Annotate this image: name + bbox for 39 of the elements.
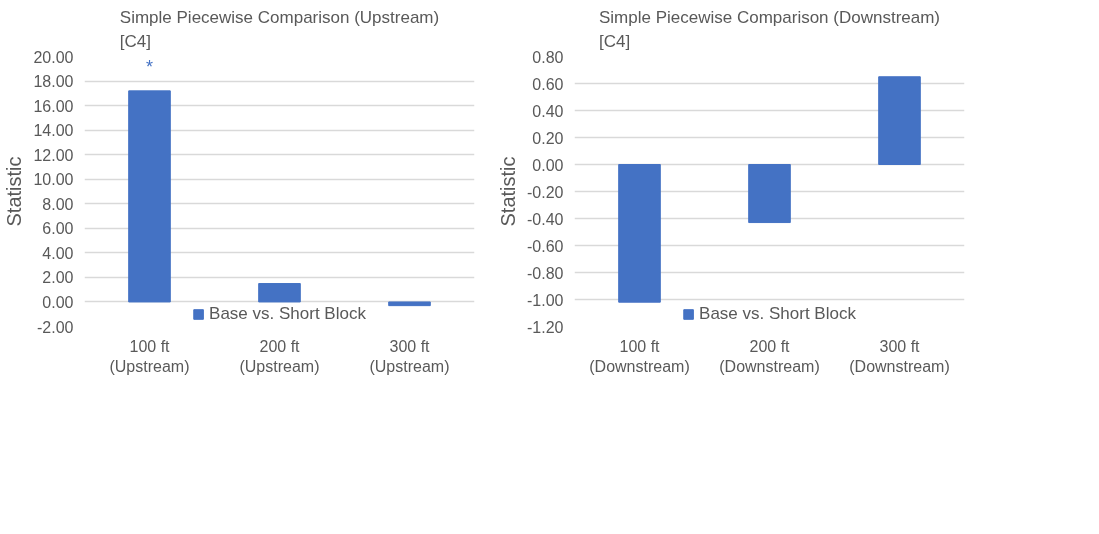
legend-label: Base vs. Short Block — [699, 304, 856, 324]
y-tick-label: 16.00 — [33, 97, 74, 115]
bar — [128, 90, 171, 303]
y-tick-label: 0.40 — [532, 102, 564, 120]
y-tick-label: 0.80 — [532, 48, 564, 66]
chart-title: Simple Piecewise Comparison (Upstream) [C4] — [119, 7, 440, 52]
y-tick-label: 10.00 — [33, 171, 74, 189]
y-tick-label: 0.60 — [532, 75, 564, 93]
y-tick-label: -1.00 — [527, 291, 564, 309]
y-axis-title: Statistic — [497, 156, 520, 227]
y-tick-label: 8.00 — [42, 195, 74, 213]
y-tick-label: -0.20 — [527, 183, 564, 201]
x-tick-label: 200 ft (Upstream) — [239, 337, 320, 375]
y-tick-label: 0.00 — [532, 156, 564, 174]
x-tick-label: 300 ft (Upstream) — [369, 337, 450, 375]
y-tick-label: 20.00 — [33, 48, 74, 66]
y-tick-label: 6.00 — [42, 220, 74, 238]
bar — [388, 301, 431, 307]
y-tick-label: -0.40 — [527, 210, 564, 228]
y-tick-label: -0.60 — [527, 237, 564, 255]
y-tick-label: -2.00 — [37, 318, 74, 336]
x-tick-label: 300 ft (Downstream) — [849, 337, 950, 375]
y-tick-label: 18.00 — [33, 73, 74, 91]
y-tick-label: 0.20 — [532, 129, 564, 147]
y-tick-label: 2.00 — [42, 269, 74, 287]
annotation: * — [146, 56, 154, 77]
legend-label: Base vs. Short Block — [209, 304, 366, 324]
x-tick-label: 100 ft (Downstream) — [589, 337, 690, 375]
x-tick-label: 100 ft (Upstream) — [109, 337, 190, 375]
y-tick-label: -1.20 — [527, 318, 564, 336]
y-tick-label: 12.00 — [33, 146, 74, 164]
x-tick-label: 200 ft (Downstream) — [719, 337, 820, 375]
y-tick-label: 0.00 — [42, 293, 74, 311]
bar — [258, 283, 301, 303]
y-tick-label: 14.00 — [33, 122, 74, 140]
y-tick-label: 4.00 — [42, 244, 74, 262]
chart-title: Simple Piecewise Comparison (Downstream) [C4] — [598, 7, 941, 52]
y-tick-label: -0.80 — [527, 264, 564, 282]
y-axis-title: Statistic — [3, 156, 26, 227]
